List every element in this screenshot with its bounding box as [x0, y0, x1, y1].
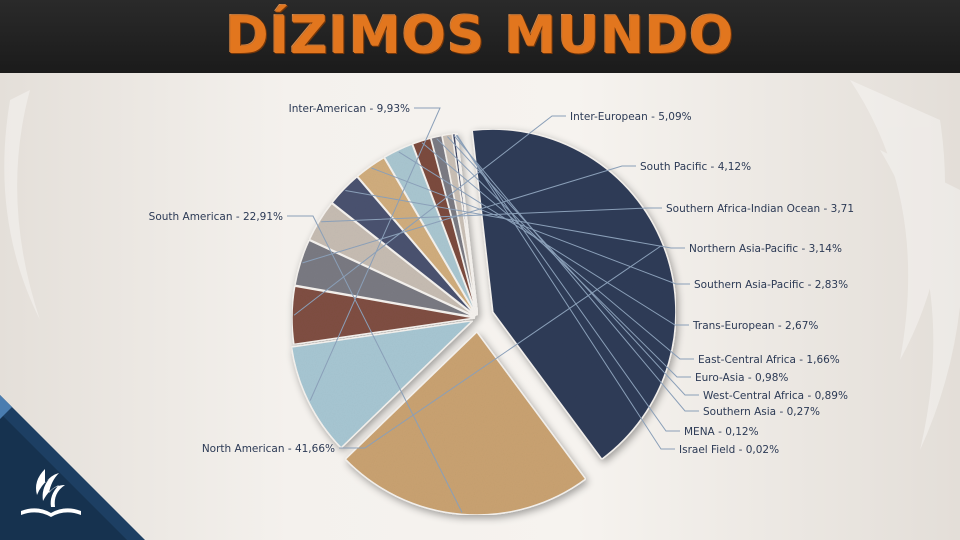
slice-label-southern-asia-pacific: Southern Asia-Pacific - 2,83%	[694, 279, 848, 291]
pie-slice-inter-european	[291, 285, 476, 346]
slice-label-trans-european: Trans-European - 2,67%	[692, 320, 818, 332]
leader-line-southern-asia	[453, 135, 699, 412]
slice-label-south-american: South American - 22,91%	[149, 211, 283, 223]
pie-slices	[290, 128, 677, 516]
leader-line-south-pacific	[302, 165, 636, 264]
leader-line-israel-field	[456, 134, 675, 450]
leader-line-south-american	[287, 215, 463, 513]
leader-line-inter-american	[309, 107, 441, 401]
leader-line-southern-africa-indian-ocean	[321, 207, 662, 223]
background-decoration	[4, 80, 960, 450]
slice-label-north-american: North American - 41,66%	[202, 443, 335, 455]
leader-lines	[287, 107, 699, 513]
leader-line-mena	[455, 135, 680, 432]
slice-label-west-central-africa: West-Central Africa - 0,89%	[703, 390, 848, 402]
slice-label-southern-asia: Southern Asia - 0,27%	[703, 406, 820, 418]
leader-line-northern-asia-pacific	[345, 190, 685, 249]
slice-label-euro-asia: Euro-Asia - 0,98%	[695, 372, 788, 384]
slice-label-mena: MENA - 0,12%	[684, 426, 759, 438]
pie-slice-south-pacific	[294, 239, 476, 318]
leader-line-north-american	[339, 245, 662, 449]
slice-label-east-central-africa: East-Central Africa - 1,66%	[698, 354, 840, 366]
leader-line-euro-asia	[436, 138, 691, 378]
pie-slice-inter-american	[290, 319, 475, 449]
leader-line-southern-asia-pacific	[371, 167, 690, 285]
slice-label-southern-africa-indian-ocean: Southern Africa-Indian Ocean - 3,71	[666, 203, 854, 215]
pie-slice-israel-field	[455, 132, 479, 316]
leader-line-trans-european	[398, 151, 689, 326]
slice-label-israel-field: Israel Field - 0,02%	[679, 444, 779, 456]
pie-slice-north-american	[471, 128, 677, 461]
slide-title: DÍZIMOS MUNDO	[225, 6, 735, 66]
leader-line-inter-european	[293, 115, 566, 316]
adventist-church-logo-icon	[0, 395, 145, 540]
slice-label-northern-asia-pacific: Northern Asia-Pacific - 3,14%	[689, 243, 842, 255]
pie-slice-south-american	[344, 330, 587, 516]
slice-labels: North American - 41,66% South American - …	[149, 103, 854, 456]
title-bar: DÍZIMOS MUNDO	[0, 0, 960, 73]
slice-label-inter-american: Inter-American - 9,93%	[289, 103, 410, 115]
leader-line-east-central-africa	[421, 142, 694, 360]
slice-label-south-pacific: South Pacific - 4,12%	[640, 161, 751, 173]
slice-label-inter-european: Inter-European - 5,09%	[570, 111, 692, 123]
